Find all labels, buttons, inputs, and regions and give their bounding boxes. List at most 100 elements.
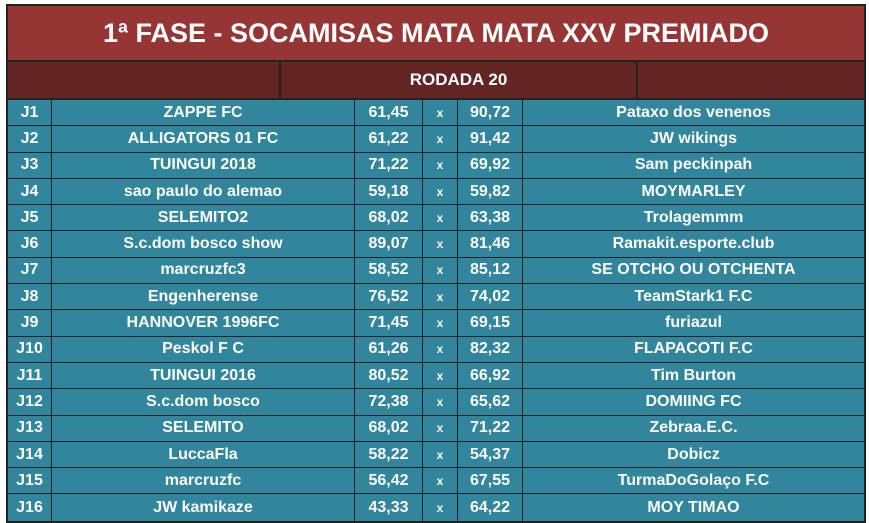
- match-id: J7: [8, 257, 52, 284]
- vs-label: x: [423, 100, 458, 126]
- home-team: TUINGUI 2018: [52, 152, 355, 178]
- home-score: 56,42: [355, 468, 423, 494]
- match-id: J11: [8, 362, 52, 389]
- vs-label: x: [423, 310, 458, 336]
- match-id: J5: [8, 205, 52, 231]
- away-score: 74,02: [458, 284, 523, 310]
- home-score: 71,22: [355, 152, 423, 178]
- vs-label: x: [423, 205, 458, 231]
- away-score: 90,72: [458, 100, 523, 126]
- away-score: 59,82: [458, 178, 523, 205]
- table-row: J11 TUINGUI 2016 80,52 x 66,92 Tim Burton: [8, 362, 864, 390]
- match-id: J4: [8, 178, 52, 205]
- vs-label: x: [423, 336, 458, 362]
- away-team: Sam peckinpah: [634, 156, 753, 174]
- home-team: ZAPPE FC: [52, 100, 355, 126]
- away-team: TurmaDoGolaço F.C: [617, 471, 770, 489]
- home-score: 68,02: [355, 415, 423, 441]
- away-team: FLAPACOTI F.C: [634, 340, 753, 358]
- table-row: J3 TUINGUI 2018 71,22 x 69,92 Sam peckinpah: [8, 152, 864, 179]
- page-title: 1ª FASE - SOCAMISAS MATA MATA XXV PREMIA…: [8, 6, 864, 62]
- home-team: JW kamikaze: [52, 494, 355, 521]
- away-team: JW wikings: [649, 129, 738, 147]
- home-team: Engenherense: [52, 284, 355, 310]
- vs-label: x: [423, 152, 458, 178]
- home-team: sao paulo do alemao: [52, 178, 355, 205]
- away-score: 64,22: [458, 494, 523, 521]
- away-team: Pataxo dos venenos: [616, 103, 771, 121]
- vs-label: x: [423, 494, 458, 521]
- table-row: J13 SELEMITO 68,02 x 71,22 Zebraa.E.C.: [8, 415, 864, 442]
- away-score: 91,42: [458, 126, 523, 152]
- match-id: J9: [8, 310, 52, 336]
- home-score: 61,22: [355, 126, 423, 152]
- vs-label: x: [423, 468, 458, 494]
- vs-label: x: [423, 257, 458, 284]
- home-team: S.c.dom bosco: [52, 389, 355, 415]
- home-team: LuccaFla: [52, 441, 355, 468]
- home-team: TUINGUI 2016: [52, 362, 355, 389]
- away-score: 63,38: [458, 205, 523, 231]
- match-rows: J1 ZAPPE FC 61,45 x 90,72 Pataxo dos venenos J…: [8, 100, 864, 521]
- match-id: J10: [8, 336, 52, 362]
- table-row: J15 marcruzfc 56,42 x 67,55 TurmaDoGolaço F.C: [8, 468, 864, 495]
- away-team: Tim Burton: [650, 366, 737, 384]
- home-score: 58,52: [355, 257, 423, 284]
- away-score: 85,12: [458, 257, 523, 284]
- vs-label: x: [423, 284, 458, 310]
- away-score: 67,55: [458, 468, 523, 494]
- away-team: MOY TIMAO: [647, 498, 740, 516]
- home-score: 89,07: [355, 231, 423, 257]
- round-label: RODADA 20: [281, 62, 638, 98]
- table-row: J4 sao paulo do alemao 59,18 x 59,82 MOYMARLE…: [8, 178, 864, 206]
- away-team: Ramakit.esporte.club: [612, 235, 775, 253]
- home-team: marcruzfc: [52, 468, 355, 494]
- away-score: 66,92: [458, 362, 523, 389]
- table-row: J2 ALLIGATORS 01 FC 61,22 x 91,42 JW wikings: [8, 126, 864, 153]
- home-score: 72,38: [355, 389, 423, 415]
- match-id: J13: [8, 415, 52, 441]
- match-id: J2: [8, 126, 52, 152]
- vs-label: x: [423, 126, 458, 152]
- table-row: J14 LuccaFla 58,22 x 54,37 Dobicz: [8, 441, 864, 469]
- away-score: 65,62: [458, 389, 523, 415]
- table-row: J16 JW kamikaze 43,33 x 64,22 MOY TIMAO: [8, 494, 864, 521]
- away-score: 81,46: [458, 231, 523, 257]
- vs-label: x: [423, 362, 458, 389]
- away-team: MOYMARLEY: [641, 182, 746, 200]
- home-score: 61,26: [355, 336, 423, 362]
- match-id: J16: [8, 494, 52, 521]
- home-score: 68,02: [355, 205, 423, 231]
- home-team: SELEMITO2: [52, 205, 355, 231]
- away-team: TeamStark1 F.C: [634, 287, 753, 305]
- away-team: Trolagemmm: [643, 208, 744, 226]
- vs-label: x: [423, 231, 458, 257]
- home-team: ALLIGATORS 01 FC: [52, 126, 355, 152]
- match-id: J1: [8, 100, 52, 126]
- home-team: marcruzfc3: [52, 257, 355, 284]
- home-score: 61,45: [355, 100, 423, 126]
- home-score: 76,52: [355, 284, 423, 310]
- table-row: J1 ZAPPE FC 61,45 x 90,72 Pataxo dos venenos: [8, 100, 864, 127]
- table-row: J8 Engenherense 76,52 x 74,02 TeamStark1 F.C: [8, 284, 864, 311]
- vs-label: x: [423, 415, 458, 441]
- home-team: S.c.dom bosco show: [52, 231, 355, 257]
- table-row: J5 SELEMITO2 68,02 x 63,38 Trolagemmm: [8, 205, 864, 232]
- home-score: 80,52: [355, 362, 423, 389]
- table-row: J12 S.c.dom bosco 72,38 x 65,62 DOMIING FC: [8, 389, 864, 416]
- home-team: HANNOVER 1996FC: [52, 310, 355, 336]
- away-score: 69,15: [458, 310, 523, 336]
- table-row: J9 HANNOVER 1996FC 71,45 x 69,15 furiazul: [8, 310, 864, 337]
- away-team: Zebraa.E.C.: [649, 419, 738, 437]
- match-id: J6: [8, 231, 52, 257]
- match-id: J3: [8, 152, 52, 178]
- match-id: J8: [8, 284, 52, 310]
- vs-label: x: [423, 178, 458, 205]
- vs-label: x: [423, 441, 458, 468]
- away-team: furiazul: [665, 314, 722, 332]
- match-id: J15: [8, 468, 52, 494]
- match-table: 1ª FASE - SOCAMISAS MATA MATA XXV PREMIA…: [6, 4, 866, 523]
- home-score: 58,22: [355, 441, 423, 468]
- round-header-blank-left: [8, 62, 281, 98]
- home-score: 43,33: [355, 494, 423, 521]
